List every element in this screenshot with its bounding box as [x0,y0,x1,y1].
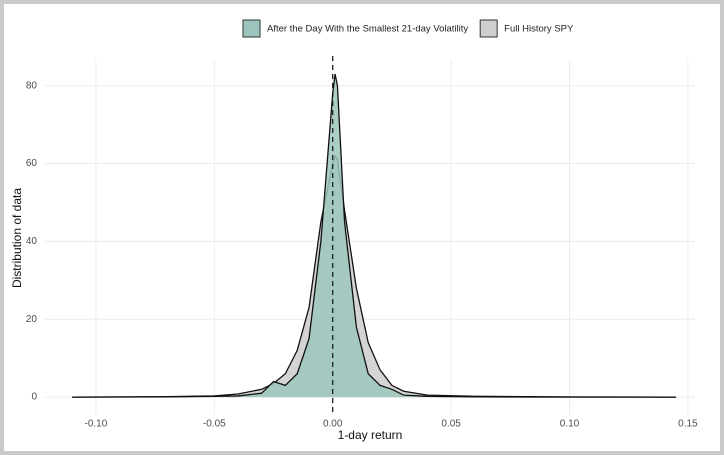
legend-swatch [242,19,261,38]
legend-label: Full History SPY [504,24,574,35]
x-tick-label: 0.00 [323,419,343,430]
y-tick-label: 0 [31,392,37,403]
x-tick-label: -0.10 [85,419,108,430]
x-axis-title: 1-day return [338,428,403,442]
x-tick-label: 0.10 [560,419,580,430]
y-tick-label: 20 [26,314,38,325]
x-tick-label: 0.15 [678,419,698,430]
legend-swatch [479,19,498,38]
x-tick-label: 0.05 [441,419,461,430]
x-tick-label: -0.05 [203,419,226,430]
y-tick-label: 80 [26,80,38,91]
y-tick-label: 40 [26,236,38,247]
legend-label: After the Day With the Smallest 21-day V… [267,24,468,35]
y-tick-label: 60 [26,158,38,169]
density-area [72,73,677,398]
y-axis-title: Distribution of data [10,188,24,288]
